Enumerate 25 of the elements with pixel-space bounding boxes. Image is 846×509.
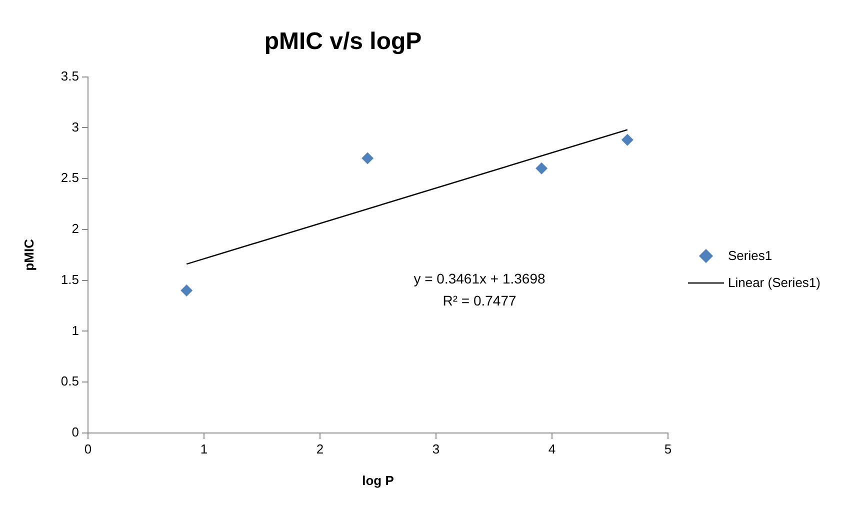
x-tick-label: 0: [84, 441, 92, 456]
annotation: y = 0.3461x + 1.3698: [414, 270, 546, 287]
y-tick-label: 2.5: [60, 170, 79, 186]
x-tick-label: 3: [432, 441, 440, 456]
point: [180, 284, 193, 297]
x-tick-label: 1: [200, 441, 208, 456]
y-tick-label: 3.5: [60, 68, 79, 84]
y-tick-label: 0: [72, 424, 79, 440]
point: [536, 162, 548, 174]
y-tick-label: 3: [72, 119, 79, 134]
x-tick-label: 4: [548, 441, 556, 456]
x-tick-label: 5: [664, 441, 672, 456]
point: [621, 134, 634, 146]
annotation: R² = 0.7477: [442, 292, 516, 309]
point: [362, 152, 374, 164]
y-tick-label: 0.5: [60, 374, 79, 389]
y-tick-label: 1.5: [60, 272, 79, 287]
y-tick-label: 1: [72, 322, 79, 338]
y-tick-label: 2: [72, 221, 79, 236]
x-axis-title: log P: [362, 472, 394, 488]
legend-label: Linear (Series1): [728, 275, 820, 290]
legend-label: Series1: [728, 248, 772, 263]
chart-title: pMIC v/s logP: [264, 28, 422, 56]
y-axis-title: pMIC: [21, 238, 36, 271]
x-tick-label: 2: [316, 441, 324, 456]
